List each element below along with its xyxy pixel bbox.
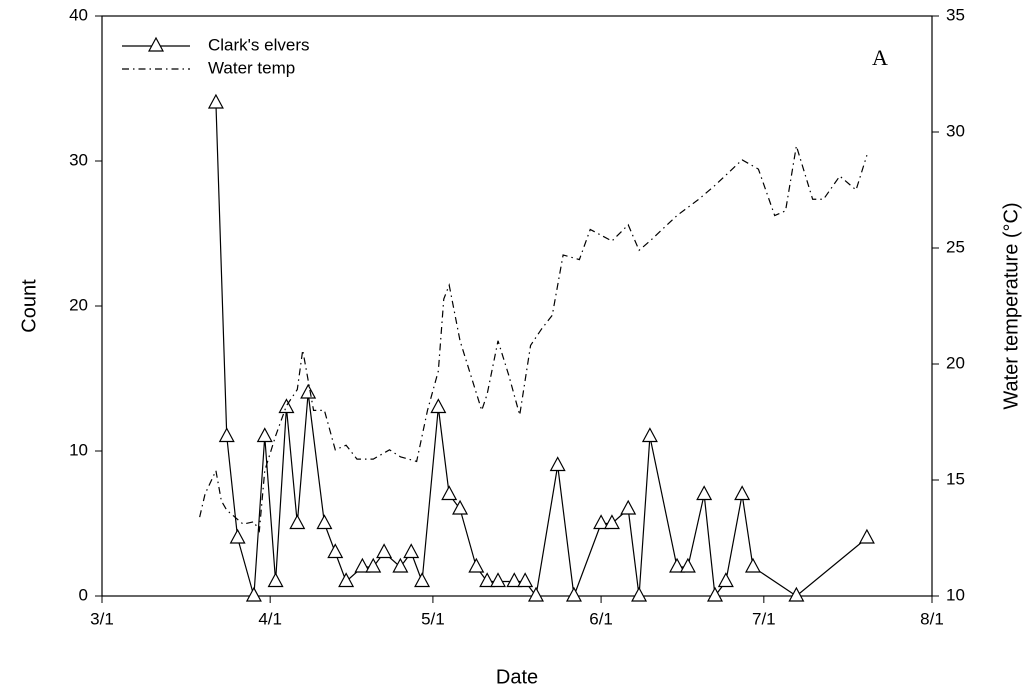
data-point [354, 557, 371, 573]
data-point [506, 572, 523, 588]
data-point [414, 572, 431, 588]
data-point [707, 586, 724, 602]
x-tick-label: 8/1 [920, 609, 944, 628]
y2-axis-title: Water temperature (°C) [1000, 202, 1022, 409]
data-point [603, 514, 620, 530]
data-point [696, 485, 713, 501]
data-point [316, 514, 333, 530]
x-tick-label: 7/1 [752, 609, 776, 628]
data-point [267, 572, 284, 588]
data-point [452, 499, 469, 515]
data-point [365, 557, 382, 573]
y-tick-label: 30 [69, 150, 88, 169]
y2-tick-label: 20 [946, 353, 965, 372]
data-point [517, 572, 534, 588]
data-point [403, 543, 420, 559]
y-tick-label: 10 [69, 440, 88, 459]
data-point [620, 499, 637, 515]
x-tick-label: 3/1 [90, 609, 114, 628]
data-point [338, 572, 355, 588]
panel-label: A [872, 45, 888, 70]
data-point [430, 398, 447, 414]
y2-tick-label: 15 [946, 469, 965, 488]
x-tick-label: 6/1 [589, 609, 613, 628]
data-point [468, 557, 485, 573]
data-point [744, 557, 761, 573]
x-axis-title: Date [496, 666, 538, 688]
data-point [641, 427, 658, 443]
data-point [717, 572, 734, 588]
y2-tick-label: 10 [946, 585, 965, 604]
y-tick-label: 40 [69, 5, 88, 24]
series-line [215, 102, 868, 598]
data-point [669, 557, 686, 573]
x-tick-label: 5/1 [421, 609, 445, 628]
series-line [199, 145, 868, 533]
legend-marker [147, 36, 165, 52]
y-tick-label: 20 [69, 295, 88, 314]
data-point [207, 93, 224, 109]
data-point [858, 528, 875, 544]
legend-label: Clark's elvers [208, 35, 310, 54]
data-point [549, 456, 566, 472]
data-point [245, 586, 262, 602]
y-axis-title: Count [18, 279, 40, 333]
y2-tick-label: 30 [946, 121, 965, 140]
data-point [300, 383, 317, 399]
data-point [565, 586, 582, 602]
data-point [289, 514, 306, 530]
data-point [679, 557, 696, 573]
data-point [218, 427, 235, 443]
y-tick-label: 0 [79, 585, 88, 604]
y2-tick-label: 25 [946, 237, 965, 256]
data-point [256, 427, 273, 443]
data-point [479, 572, 496, 588]
data-point [392, 557, 409, 573]
data-point [327, 543, 344, 559]
data-point [734, 485, 751, 501]
data-point [490, 572, 507, 588]
data-point [593, 514, 610, 530]
data-point [441, 485, 458, 501]
data-point [527, 586, 544, 602]
data-point [278, 398, 295, 414]
data-point [376, 543, 393, 559]
y2-tick-label: 35 [946, 5, 965, 24]
legend-label: Water temp [208, 58, 295, 77]
plot-frame [101, 15, 933, 597]
data-point [788, 586, 805, 602]
x-tick-label: 4/1 [258, 609, 282, 628]
data-point [631, 586, 648, 602]
data-point [229, 528, 246, 544]
